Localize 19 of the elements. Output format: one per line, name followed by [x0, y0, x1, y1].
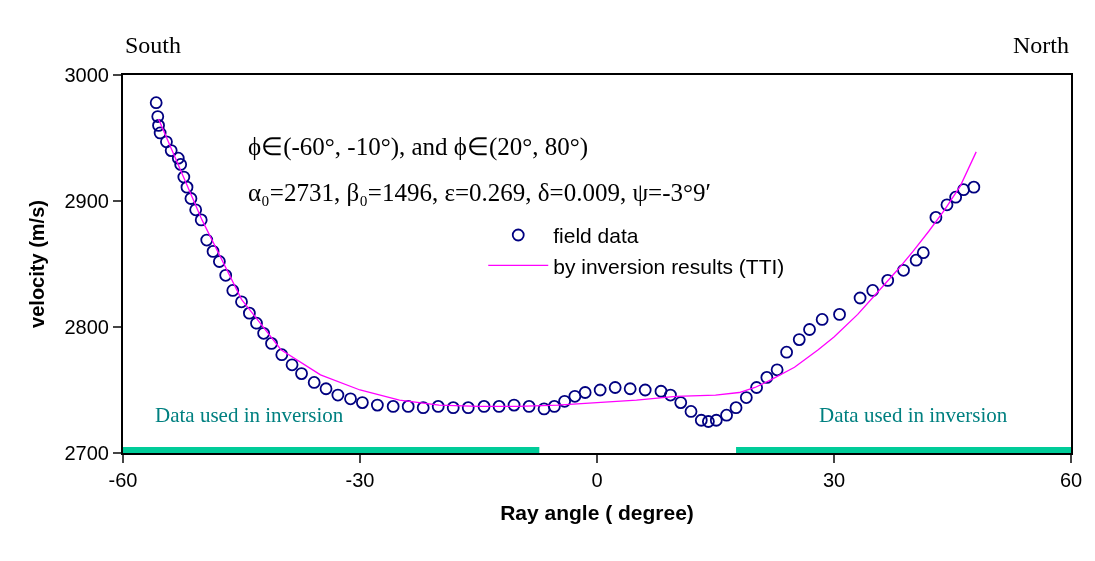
- y-tick-label: 2900: [64, 190, 109, 212]
- x-tick-label: 30: [822, 469, 846, 491]
- legend-label: by inversion results (TTI): [553, 254, 785, 278]
- x-axis-title: Ray angle ( degree): [500, 500, 694, 524]
- y-tick-label: 2800: [64, 316, 109, 338]
- x-tick-label: 0: [591, 469, 603, 491]
- annotation: Data used in inversion: [155, 403, 344, 427]
- y-tick-label: 2700: [64, 442, 109, 464]
- text: South: [125, 32, 182, 58]
- legend-label: field data: [553, 224, 639, 248]
- annotation: ϕ∈(-60°, -10°), and ϕ∈(20°, 80°): [248, 133, 589, 161]
- annotation: α₀=2731, β₀=1496, ε=0.269, δ=0.009, ψ=-3°9′: [248, 179, 711, 206]
- text: North: [1013, 32, 1069, 58]
- y-tick-label: 3000: [64, 64, 109, 86]
- x-tick-label: -30: [345, 469, 375, 491]
- annotation: Data used in inversion: [819, 403, 1008, 427]
- x-tick-label: -60: [108, 469, 138, 491]
- y-axis-title: velocity (m/s): [25, 200, 48, 328]
- x-tick-label: 60: [1059, 469, 1083, 491]
